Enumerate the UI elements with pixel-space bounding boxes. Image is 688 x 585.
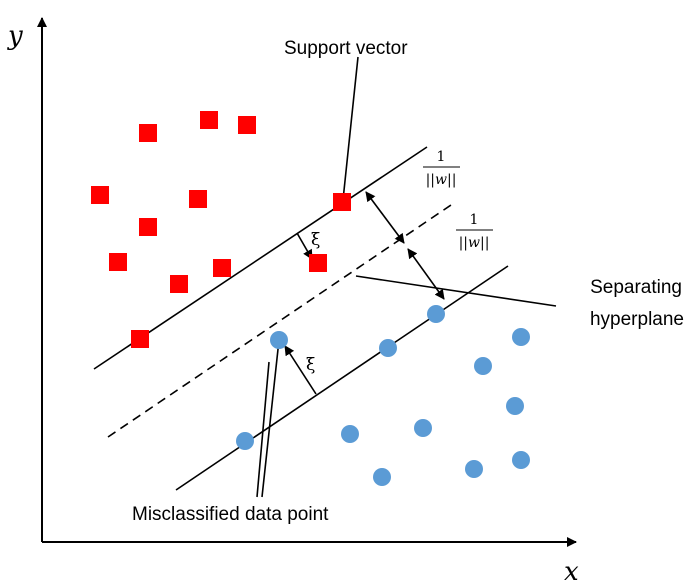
data-point-circle (414, 419, 432, 437)
slack-xi-upper: ξ (311, 230, 320, 250)
data-point-circle (373, 468, 391, 486)
support-vector-label: Support vector (284, 38, 408, 59)
data-point-square (213, 259, 231, 277)
axes: y x (7, 17, 579, 585)
margin-fraction-1: 1 ||w|| (423, 149, 460, 188)
margin-arrows (284, 191, 445, 395)
fraction-denominator-2: ||w|| (459, 235, 490, 251)
hyperplane-pointer (355, 275, 557, 307)
data-point-square (170, 275, 188, 293)
data-point-circle (341, 425, 359, 443)
separating-hyperplane-label-line1: Separating (590, 277, 682, 298)
upper-margin-line (93, 146, 428, 370)
lower-margin-line (175, 265, 509, 491)
fraction-numerator-1: 1 (437, 149, 446, 165)
margin-arrow-upper (365, 191, 405, 244)
data-point-square (139, 124, 157, 142)
data-point-circle (512, 451, 530, 469)
data-point-square (109, 253, 127, 271)
data-point-square (189, 190, 207, 208)
class-a-points (91, 111, 351, 348)
data-point-circle (506, 397, 524, 415)
support-vector-circle (427, 305, 445, 323)
fraction-numerator-2: 1 (470, 212, 479, 228)
support-vector-pointer (342, 56, 359, 201)
margin-lines (93, 146, 509, 491)
margin-fraction-2: 1 ||w|| (456, 212, 493, 251)
misclassified-label: Misclassified data point (132, 504, 329, 525)
data-point-circle (474, 357, 492, 375)
data-point-circle (512, 328, 530, 346)
slack-arrow-lower (284, 345, 317, 395)
data-point-square (91, 186, 109, 204)
separating-hyperplane-label-line2: hyperplane (590, 309, 684, 330)
misclassified-square (309, 254, 327, 272)
data-point-square (238, 116, 256, 134)
misclassified-pointer-2 (256, 361, 270, 498)
class-b-points (236, 305, 530, 486)
data-point-circle (465, 460, 483, 478)
data-point-square (131, 330, 149, 348)
x-axis-label: x (564, 557, 579, 585)
y-axis-label: y (7, 21, 23, 51)
data-point-square (139, 218, 157, 236)
slack-xi-lower: ξ (306, 355, 315, 375)
data-point-square (200, 111, 218, 129)
margin-arrow-lower (407, 248, 445, 300)
data-point-circle (379, 339, 397, 357)
fraction-denominator-1: ||w|| (426, 172, 457, 188)
pointer-lines (256, 56, 557, 498)
separating-hyperplane-line (107, 202, 455, 438)
misclassified-circle (270, 331, 288, 349)
misclassified-pointer-1 (261, 339, 280, 498)
annotations: Support vector Separating hyperplane Mis… (132, 38, 684, 525)
support-vector-square (333, 193, 351, 211)
data-point-circle (236, 432, 254, 450)
